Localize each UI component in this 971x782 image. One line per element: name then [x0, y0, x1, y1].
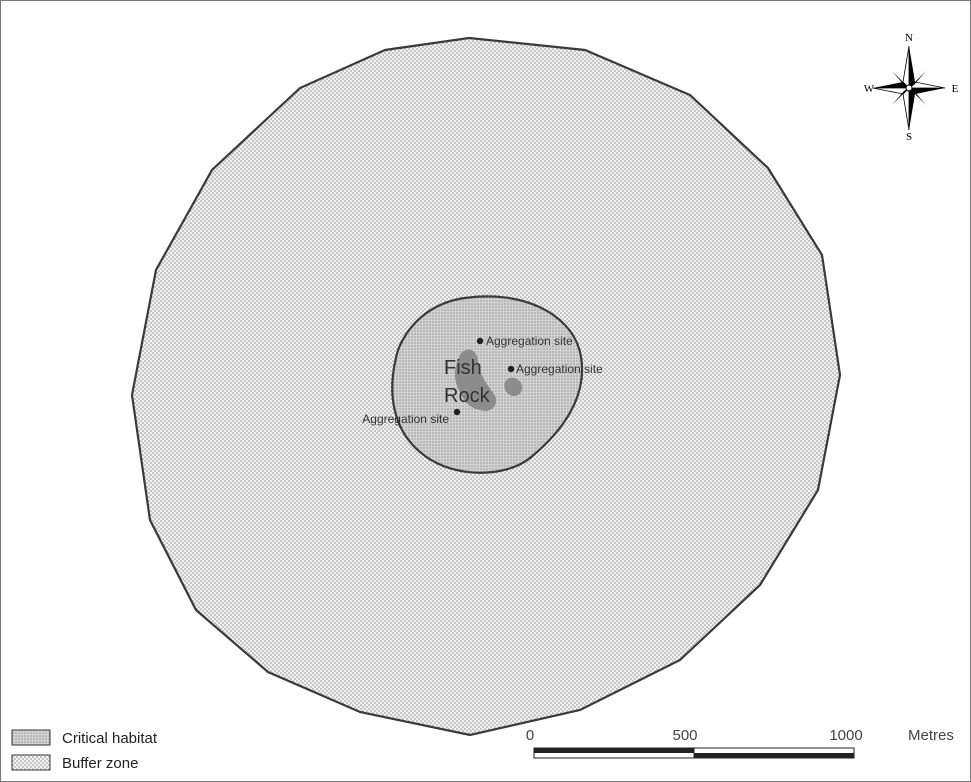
aggregation-site-point-2: [507, 365, 515, 373]
aggregation-site-point-1: [476, 337, 484, 345]
compass-east-label: E: [952, 83, 959, 95]
compass-north-label: N: [905, 32, 913, 44]
place-label-fish: Fish: [444, 357, 482, 379]
fish-rock-reef-main: [455, 349, 497, 411]
scale-unit-label: Metres: [908, 727, 954, 744]
legend-buffer-zone-swatch: [11, 754, 51, 771]
scale-label-500: 500: [672, 727, 697, 744]
place-label-rock: Rock: [444, 385, 491, 407]
legend-critical-habitat-label: Critical habitat: [62, 730, 158, 747]
legend-critical-habitat-swatch: [11, 729, 51, 746]
compass-rose: [872, 45, 946, 131]
critical-habitat-area: [391, 295, 584, 474]
compass-west-label: W: [864, 83, 875, 95]
compass-south-label: S: [906, 131, 912, 143]
fish-rock-reef-east: [504, 377, 523, 396]
aggregation-site-label-2: Aggregation site: [516, 362, 603, 376]
scale-label-1000: 1000: [829, 727, 862, 744]
legend-buffer-zone-label: Buffer zone: [62, 755, 138, 772]
aggregation-site-label-3: Aggregation site: [362, 412, 449, 426]
legend: Critical habitat Buffer zone: [11, 729, 158, 772]
aggregation-site-point-3: [453, 408, 461, 416]
scale-label-0: 0: [526, 727, 534, 744]
scale-bar: [533, 747, 855, 759]
aggregation-site-label-1: Aggregation site: [486, 334, 573, 348]
